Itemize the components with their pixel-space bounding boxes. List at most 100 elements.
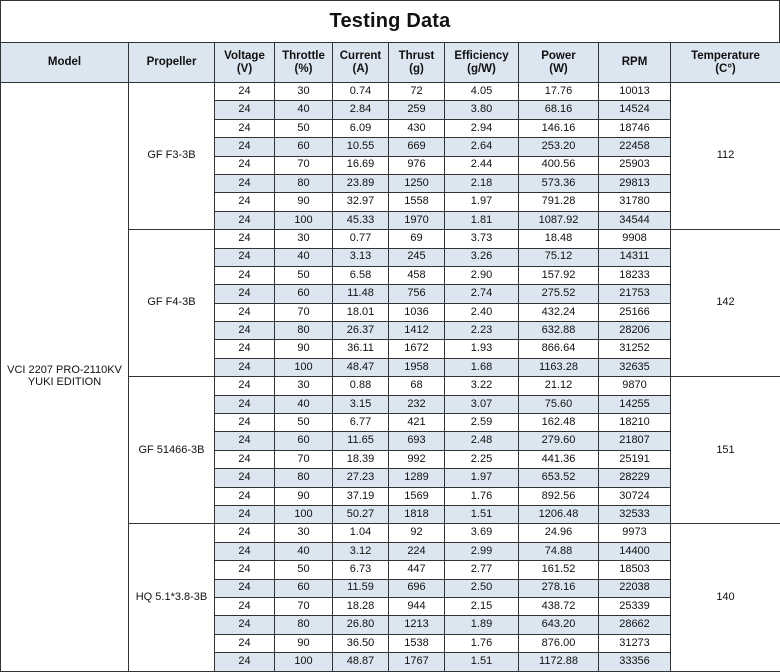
efficiency-cell: 2.23 xyxy=(444,321,519,341)
table-row: HQ 5.1*3.8-3B 24 30 1.04 92 3.69 24.96 9973 140 xyxy=(1,523,780,672)
power-cell: 162.48 xyxy=(518,413,599,433)
rpm-cell: 14255 xyxy=(598,394,671,415)
power-cell: 432.24 xyxy=(518,302,599,323)
thrust-cell: 1958 xyxy=(388,357,445,378)
current-cell: 16.69 xyxy=(332,155,389,175)
current-cell: 18.01 xyxy=(332,302,389,323)
thrust-cell: 69 xyxy=(388,229,445,249)
throttle-cell: 30 xyxy=(274,229,333,249)
rpm-cell: 10013 xyxy=(598,81,671,102)
thrust-cell: 669 xyxy=(388,137,445,157)
throttle-cell: 70 xyxy=(274,302,333,323)
voltage-cell: 24 xyxy=(214,265,275,286)
thrust-cell: 68 xyxy=(388,376,445,396)
power-cell: 1206.48 xyxy=(518,504,599,525)
current-cell: 2.84 xyxy=(332,100,389,120)
voltage-cell: 24 xyxy=(214,192,275,212)
rpm-cell: 18503 xyxy=(598,560,671,580)
current-cell: 18.39 xyxy=(332,449,389,470)
voltage-cell: 24 xyxy=(214,210,275,231)
current-cell: 0.88 xyxy=(332,376,389,396)
power-cell: 275.52 xyxy=(518,284,599,304)
thrust-cell: 1672 xyxy=(388,339,445,359)
table-row: 24 80 27.23 1289 1.97 653.52 28229 xyxy=(1,468,780,488)
current-cell: 37.19 xyxy=(332,486,389,506)
header-throttle: Throttle (%) xyxy=(274,42,333,83)
header-rpm: RPM xyxy=(598,42,671,83)
header-current: Current (A) xyxy=(332,42,389,83)
rpm-cell: 14311 xyxy=(598,247,671,267)
current-cell: 18.28 xyxy=(332,596,389,617)
voltage-cell: 24 xyxy=(214,118,275,139)
throttle-cell: 80 xyxy=(274,321,333,341)
efficiency-cell: 1.76 xyxy=(444,633,519,654)
model-name-line1: VCI 2207 PRO-2110KV xyxy=(7,364,122,377)
power-cell: 17.76 xyxy=(518,81,599,102)
thrust-cell: 1767 xyxy=(388,652,445,672)
throttle-cell: 70 xyxy=(274,155,333,175)
current-cell: 11.48 xyxy=(332,284,389,304)
efficiency-cell: 2.44 xyxy=(444,155,519,175)
thrust-cell: 992 xyxy=(388,449,445,470)
voltage-cell: 24 xyxy=(214,523,275,543)
throttle-cell: 100 xyxy=(274,357,333,378)
current-cell: 36.11 xyxy=(332,339,389,359)
rpm-cell: 21807 xyxy=(598,431,671,451)
thrust-cell: 944 xyxy=(388,596,445,617)
power-cell: 75.60 xyxy=(518,394,599,415)
table-row: 24 90 36.50 1538 1.76 876.00 31273 xyxy=(1,633,780,654)
throttle-cell: 40 xyxy=(274,541,333,562)
rpm-cell: 9870 xyxy=(598,376,671,396)
current-cell: 36.50 xyxy=(332,633,389,654)
thrust-cell: 92 xyxy=(388,523,445,543)
current-cell: 23.89 xyxy=(332,173,389,194)
current-cell: 3.13 xyxy=(332,247,389,267)
rpm-cell: 18233 xyxy=(598,265,671,286)
power-cell: 1087.92 xyxy=(518,210,599,231)
voltage-cell: 24 xyxy=(214,339,275,359)
voltage-cell: 24 xyxy=(214,541,275,562)
rpm-cell: 14400 xyxy=(598,541,671,562)
table-row: 24 70 18.39 992 2.25 441.36 25191 xyxy=(1,449,780,470)
table-row: 24 90 37.19 1569 1.76 892.56 30724 xyxy=(1,486,780,506)
power-cell: 75.12 xyxy=(518,247,599,267)
current-cell: 45.33 xyxy=(332,210,389,231)
efficiency-cell: 4.05 xyxy=(444,81,519,102)
efficiency-cell: 1.51 xyxy=(444,652,519,672)
throttle-cell: 50 xyxy=(274,560,333,580)
testing-data-table: Model Propeller Voltage (V) Throttle (%) C… xyxy=(0,42,780,672)
voltage-cell: 24 xyxy=(214,81,275,102)
current-cell: 11.59 xyxy=(332,578,389,598)
throttle-cell: 40 xyxy=(274,394,333,415)
power-cell: 68.16 xyxy=(518,100,599,120)
power-cell: 441.36 xyxy=(518,449,599,470)
voltage-cell: 24 xyxy=(214,321,275,341)
table-row: 24 60 11.65 693 2.48 279.60 21807 xyxy=(1,431,780,451)
voltage-cell: 24 xyxy=(214,173,275,194)
temperature-cell: 142 xyxy=(670,229,780,378)
thrust-cell: 1289 xyxy=(388,468,445,488)
power-cell: 24.96 xyxy=(518,523,599,543)
voltage-cell: 24 xyxy=(214,596,275,617)
thrust-cell: 696 xyxy=(388,578,445,598)
table-row: 24 70 18.28 944 2.15 438.72 25339 xyxy=(1,596,780,617)
thrust-cell: 756 xyxy=(388,284,445,304)
thrust-cell: 72 xyxy=(388,81,445,102)
throttle-cell: 50 xyxy=(274,265,333,286)
header-temperature: Temperature (C°) xyxy=(670,42,780,83)
power-cell: 74.88 xyxy=(518,541,599,562)
rpm-cell: 28206 xyxy=(598,321,671,341)
table-title: Testing Data xyxy=(0,0,780,42)
voltage-cell: 24 xyxy=(214,633,275,654)
thrust-cell: 1538 xyxy=(388,633,445,654)
efficiency-cell: 3.22 xyxy=(444,376,519,396)
throttle-cell: 80 xyxy=(274,173,333,194)
thrust-cell: 1569 xyxy=(388,486,445,506)
temperature-cell: 151 xyxy=(670,376,780,525)
current-cell: 10.55 xyxy=(332,137,389,157)
power-cell: 146.16 xyxy=(518,118,599,139)
rpm-cell: 32533 xyxy=(598,504,671,525)
table-row: 24 90 32.97 1558 1.97 791.28 31780 xyxy=(1,192,780,212)
throttle-cell: 90 xyxy=(274,486,333,506)
throttle-cell: 40 xyxy=(274,100,333,120)
